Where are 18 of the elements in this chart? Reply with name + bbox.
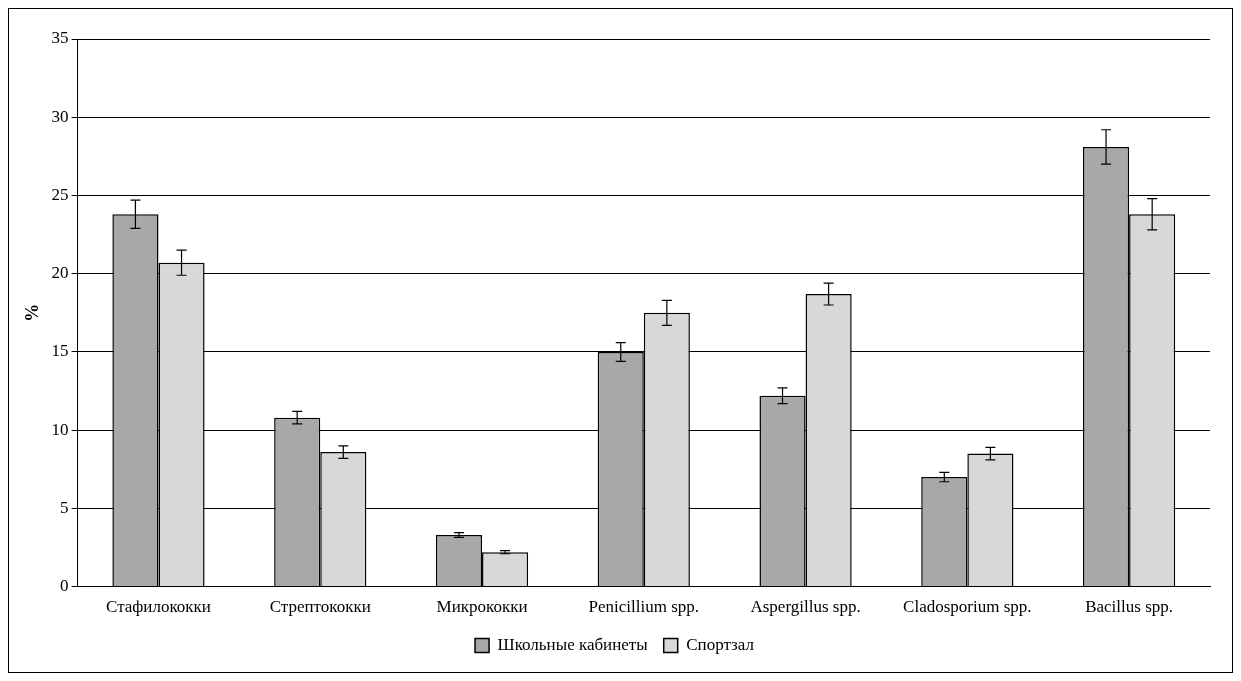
y-axis-title: %	[22, 303, 43, 322]
y-tick-label: 20	[51, 263, 69, 283]
x-tick-label: Penicillium spp.	[588, 597, 700, 617]
y-tick-label: 5	[60, 497, 69, 517]
x-tick-label: Cladosporium spp.	[903, 597, 1032, 617]
y-tick-label: 10	[51, 419, 69, 439]
y-tick-label: 35	[51, 28, 69, 48]
y-tick-label: 15	[51, 341, 69, 361]
y-tick-label: 25	[51, 184, 69, 204]
x-tick-label: Микрококки	[436, 597, 528, 617]
x-tick-label: Стафилококки	[106, 597, 211, 617]
legend-label: Спортзал	[686, 634, 755, 654]
legend-label: Школьные кабинеты	[497, 634, 649, 654]
y-tick-label: 30	[51, 106, 69, 126]
x-tick-label: Bacillus spp.	[1085, 597, 1174, 617]
x-tick-label: Aspergillus spp.	[750, 597, 861, 617]
y-tick-label: 0	[60, 576, 69, 596]
x-tick-label: Стрептококки	[269, 597, 371, 617]
